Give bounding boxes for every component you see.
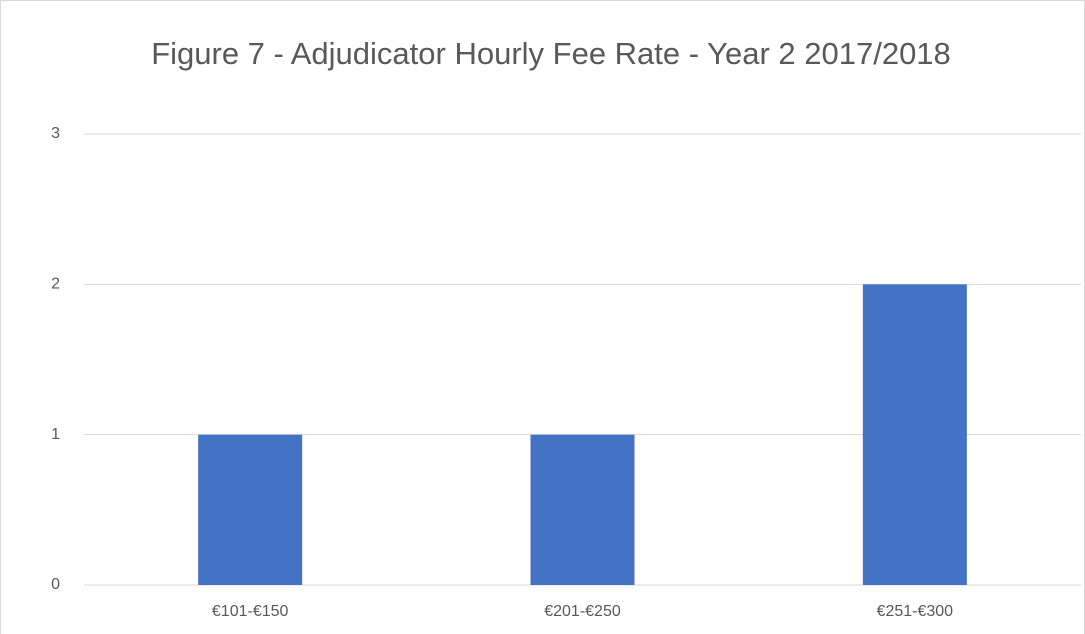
y-tick-label: 2 [51,276,60,293]
y-tick-label: 0 [51,576,60,593]
bar [198,434,303,585]
chart-title: Figure 7 - Adjudicator Hourly Fee Rate -… [151,36,951,71]
y-tick-label: 3 [51,125,60,142]
bar [862,284,967,585]
bar [530,434,635,585]
x-tick-label: €101-€150 [212,603,289,620]
y-tick-label: 1 [51,426,60,443]
x-tick-label: €251-€300 [877,603,954,620]
x-tick-label: €201-€250 [544,603,621,620]
